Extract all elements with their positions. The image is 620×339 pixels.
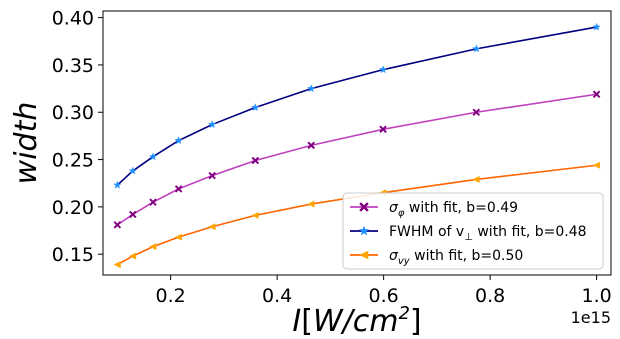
- legend-label-sub: ⊥: [464, 232, 473, 243]
- x-axis-label-open-bracket: [: [301, 304, 313, 339]
- series-layer: [113, 22, 601, 269]
- series-1: [113, 90, 601, 229]
- legend-label-3: σvy with fit, b=0.50: [389, 248, 523, 267]
- series-1-point: [592, 90, 601, 99]
- legend-label-1: σφ with fit, b=0.49: [389, 200, 518, 219]
- series-1-point: [251, 156, 260, 165]
- series-1-point: [307, 141, 316, 150]
- series-2-point: [148, 152, 158, 161]
- series-1-point: [113, 220, 122, 229]
- series-3-point: [174, 233, 182, 241]
- legend-label-rest: with fit, b=0.48: [473, 224, 587, 240]
- legend-label-rest: with fit, b=0.50: [410, 248, 524, 264]
- legend-label-rest: with fit, b=0.49: [404, 200, 518, 216]
- series-1-fit-line: [116, 93, 597, 226]
- series-3-point: [307, 200, 315, 208]
- series-2-point: [207, 120, 217, 129]
- series-2-point: [306, 84, 316, 93]
- legend-box: [342, 192, 604, 270]
- series-1-point: [472, 108, 481, 117]
- series-2: [113, 22, 601, 189]
- x-axis-label: I[W/cm2]: [292, 303, 421, 339]
- y-tick-label: 0.30: [52, 102, 94, 124]
- series-3-point: [128, 252, 137, 260]
- series-3: [113, 161, 600, 269]
- y-axis-label: width: [9, 102, 44, 185]
- y-tick-label: 0.40: [52, 8, 94, 30]
- y-tick-label: 0.25: [52, 150, 94, 172]
- series-1-point: [128, 210, 137, 219]
- x-tick-label: 0.4: [262, 285, 292, 307]
- legend-label-sub: vy: [398, 256, 411, 267]
- x-axis-label-close-bracket: ]: [410, 304, 422, 339]
- legend-label-main: FWHM of v: [389, 224, 464, 240]
- series-3-point: [592, 161, 600, 169]
- legend-marker-2: [358, 225, 370, 236]
- series-2-point: [592, 22, 601, 31]
- axis-ticks: 0.2 0.4 0.6 0.8 1.0 0.15 0.20 0.25 0.30 0.35 0.40: [52, 8, 612, 307]
- y-tick-label: 0.20: [52, 197, 94, 219]
- legend-label-main: σ: [389, 248, 399, 264]
- legend-marker-1: [359, 202, 369, 212]
- x-tick-label: 0.2: [156, 285, 186, 307]
- series-2-point: [251, 103, 260, 112]
- series-1-point: [379, 125, 387, 134]
- x-axis-label-main: I: [292, 304, 301, 339]
- legend-label-sub: φ: [398, 208, 405, 219]
- series-2-point: [378, 65, 388, 74]
- series-2-point: [128, 166, 138, 175]
- x-tick-label: 0.6: [369, 285, 399, 307]
- y-tick-label: 0.15: [52, 244, 94, 266]
- y-tick-label: 0.35: [52, 55, 94, 77]
- series-2-point: [113, 180, 122, 189]
- legend-label-main: σ: [389, 200, 399, 216]
- series-3-point: [208, 223, 216, 231]
- series-3-fit-line: [116, 164, 597, 266]
- series-3-point: [113, 261, 121, 269]
- series-3-point: [251, 211, 259, 219]
- legend-label-2: FWHM of v⊥ with fit, b=0.48: [389, 224, 587, 243]
- x-offset-label: 1e15: [571, 308, 611, 327]
- series-2-point: [472, 44, 481, 53]
- x-tick-label: 1.0: [582, 285, 612, 307]
- x-axis-label-unit: W/cm: [313, 304, 399, 339]
- series-3-point: [149, 243, 157, 251]
- x-axis-label-sup: 2: [398, 303, 409, 324]
- series-1-point: [174, 185, 183, 193]
- series-2-fit-line: [116, 26, 597, 186]
- series-1-point: [149, 198, 157, 206]
- series-3-point: [472, 175, 480, 183]
- series-1-point: [208, 171, 217, 180]
- x-tick-label: 0.8: [475, 285, 505, 307]
- legend-marker-3: [359, 250, 369, 260]
- series-2-point: [174, 136, 183, 145]
